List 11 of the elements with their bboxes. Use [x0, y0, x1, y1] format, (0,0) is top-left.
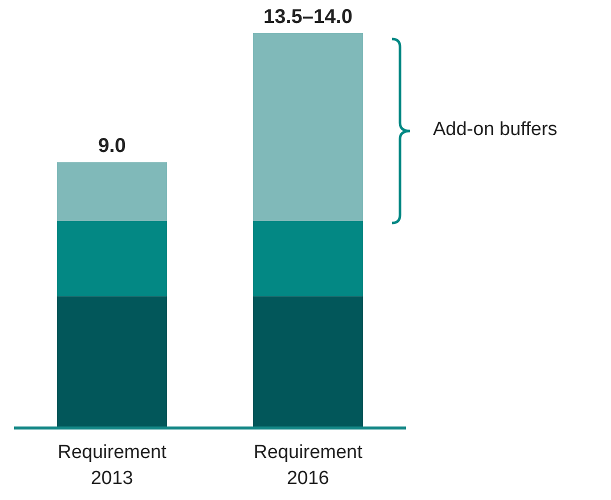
bar — [57, 221, 167, 296]
annotation: 13.5–14.0 — [264, 6, 352, 28]
text: Add-on buffers — [433, 119, 558, 141]
annotation: 9.0 — [98, 135, 126, 158]
x-tick-label: Requirement 2016 — [254, 442, 364, 489]
bar — [253, 296, 363, 428]
x-tick-label: Requirement 2013 — [58, 442, 168, 489]
bar — [57, 296, 167, 428]
bar — [253, 221, 363, 296]
bar — [57, 162, 167, 222]
bar — [253, 33, 363, 222]
